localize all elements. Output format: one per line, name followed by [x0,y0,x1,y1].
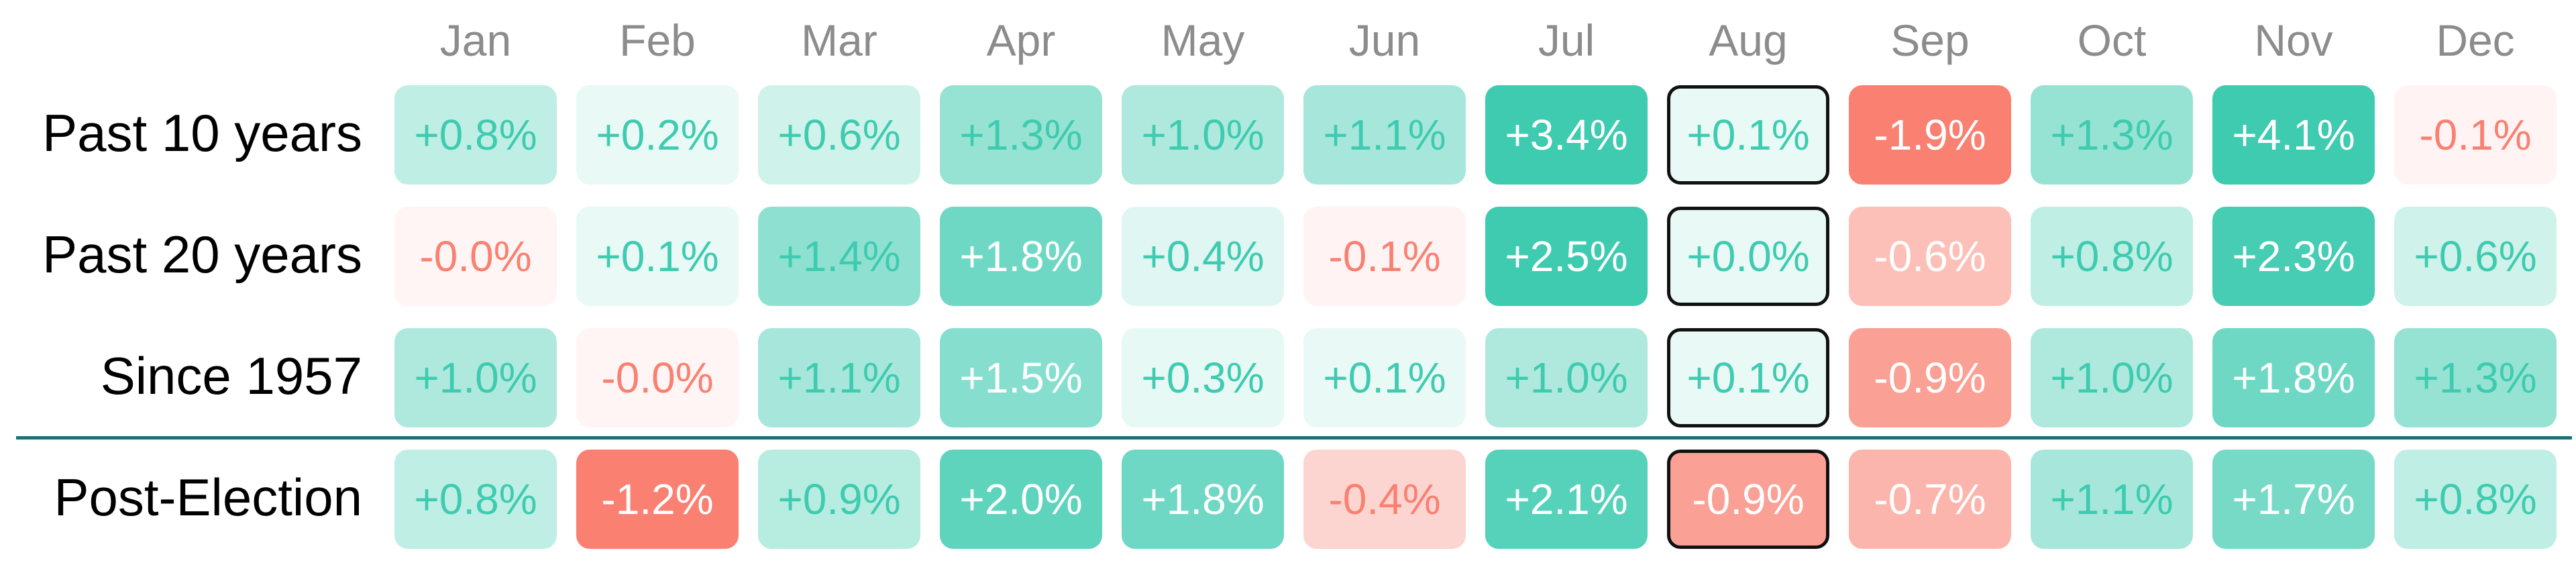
heatmap-cell: +1.1% [758,328,920,427]
month-label-dec: Dec [2436,15,2515,65]
heatmap-cell: +0.8% [2394,450,2557,549]
heatmap-cell: +3.4% [1485,85,1648,185]
heatmap-cell: +0.0% [1667,207,1829,306]
row-label-post-election: Post-Election [54,468,362,527]
heatmap-cell: +0.1% [1303,328,1466,427]
heatmap-cell: +1.8% [940,207,1102,306]
heatmap-cell: +0.3% [1122,328,1284,427]
heatmap-cell: -0.0% [576,328,739,427]
heatmap-cell: +1.0% [2031,328,2193,427]
heatmap-cell: +1.0% [1122,85,1284,185]
heatmap-cell: +0.1% [576,207,739,306]
heatmap-cell: +0.8% [394,450,557,549]
month-label-jul: Jul [1538,15,1595,65]
heatmap-cell: -0.4% [1303,450,1466,549]
heatmap-cell: +0.8% [394,85,557,185]
heatmap-cell: -0.7% [1849,450,2011,549]
month-label-jan: Jan [439,15,512,65]
month-label-nov: Nov [2254,15,2333,65]
heatmap-cell: -1.2% [576,450,739,549]
row-label-past-10-years: Past 10 years [42,103,362,162]
heatmap-cell: +1.8% [1122,450,1284,549]
month-label-mar: Mar [801,15,877,65]
month-label-oct: Oct [2077,15,2147,65]
heatmap-cell: -0.1% [2394,85,2557,185]
month-label-aug: Aug [1709,15,1788,65]
month-label-apr: Apr [986,15,1056,65]
heatmap-cell: +1.3% [2031,85,2193,185]
month-label-jun: Jun [1348,15,1421,65]
heatmap-cell: +0.8% [2031,207,2193,306]
heatmap-cell: +2.3% [2212,207,2375,306]
heatmap-cell: +0.1% [1667,85,1829,185]
heatmap-cell: +1.7% [2212,450,2375,549]
row-label-since-1957: Since 1957 [100,346,362,405]
heatmap-cell: +1.1% [1303,85,1466,185]
month-label-may: May [1161,15,1245,65]
heatmap-cell: +2.0% [940,450,1102,549]
heatmap-cell: +0.4% [1122,207,1284,306]
heatmap-cell: -0.6% [1849,207,2011,306]
row-label-past-20-years: Past 20 years [42,225,362,284]
heatmap-cell: -0.9% [1849,328,2011,427]
heatmap-cell: +1.0% [1485,328,1648,427]
heatmap-cell: -0.9% [1667,450,1829,549]
heatmap-cell: +0.6% [2394,207,2557,306]
heatmap-cell: +1.0% [394,328,557,427]
heatmap-cell: +2.5% [1485,207,1648,306]
row-divider [16,436,2572,440]
heatmap-cell: +1.3% [940,85,1102,185]
month-label-sep: Sep [1890,15,1970,65]
month-label-feb: Feb [619,15,696,65]
heatmap-cell: +1.3% [2394,328,2557,427]
heatmap-cell: +4.1% [2212,85,2375,185]
heatmap-cell: -0.1% [1303,207,1466,306]
heatmap-cell: +1.1% [2031,450,2193,549]
heatmap-cell: +1.5% [940,328,1102,427]
heatmap-cell: +0.2% [576,85,739,185]
heatmap-cell: +2.1% [1485,450,1648,549]
heatmap-cell: +0.6% [758,85,920,185]
heatmap-cell: +1.4% [758,207,920,306]
heatmap-cell: +0.9% [758,450,920,549]
heatmap-cell: -1.9% [1849,85,2011,185]
heatmap-cell: -0.0% [394,207,557,306]
heatmap-cell: +0.1% [1667,328,1829,427]
heatmap-cell: +1.8% [2212,328,2375,427]
